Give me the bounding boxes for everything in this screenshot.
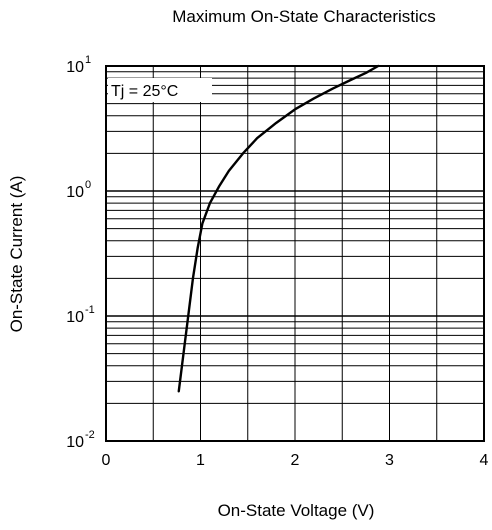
- y-tick-exponent: -1: [85, 304, 95, 316]
- temperature-annotation: Tj = 25°C: [111, 83, 178, 100]
- series-line: [177, 64, 380, 393]
- x-tick-label: 4: [480, 452, 489, 469]
- y-axis-label: On-State Current (A): [7, 176, 26, 333]
- x-axis-label: On-State Voltage (V): [218, 501, 375, 520]
- y-tick-exponent: -2: [85, 429, 95, 441]
- y-tick-label: 10: [66, 184, 84, 201]
- annotation-box: [108, 78, 212, 102]
- y-tick-exponent: 0: [85, 179, 91, 191]
- plot-frame: [105, 65, 485, 442]
- x-tick-label: 1: [196, 452, 205, 469]
- y-tick-label: 10: [66, 309, 84, 326]
- x-tick-labels: 0 1 2 3 4: [102, 452, 489, 469]
- y-tick-exponent: 1: [85, 54, 91, 66]
- y-tick-label: 10: [66, 434, 84, 451]
- grid: [106, 66, 484, 441]
- y-tick-label: 10: [66, 59, 84, 76]
- x-tick-label: 2: [291, 452, 300, 469]
- x-tick-label: 3: [385, 452, 394, 469]
- chart-title: Maximum On-State Characteristics: [172, 7, 436, 26]
- x-tick-label: 0: [102, 452, 111, 469]
